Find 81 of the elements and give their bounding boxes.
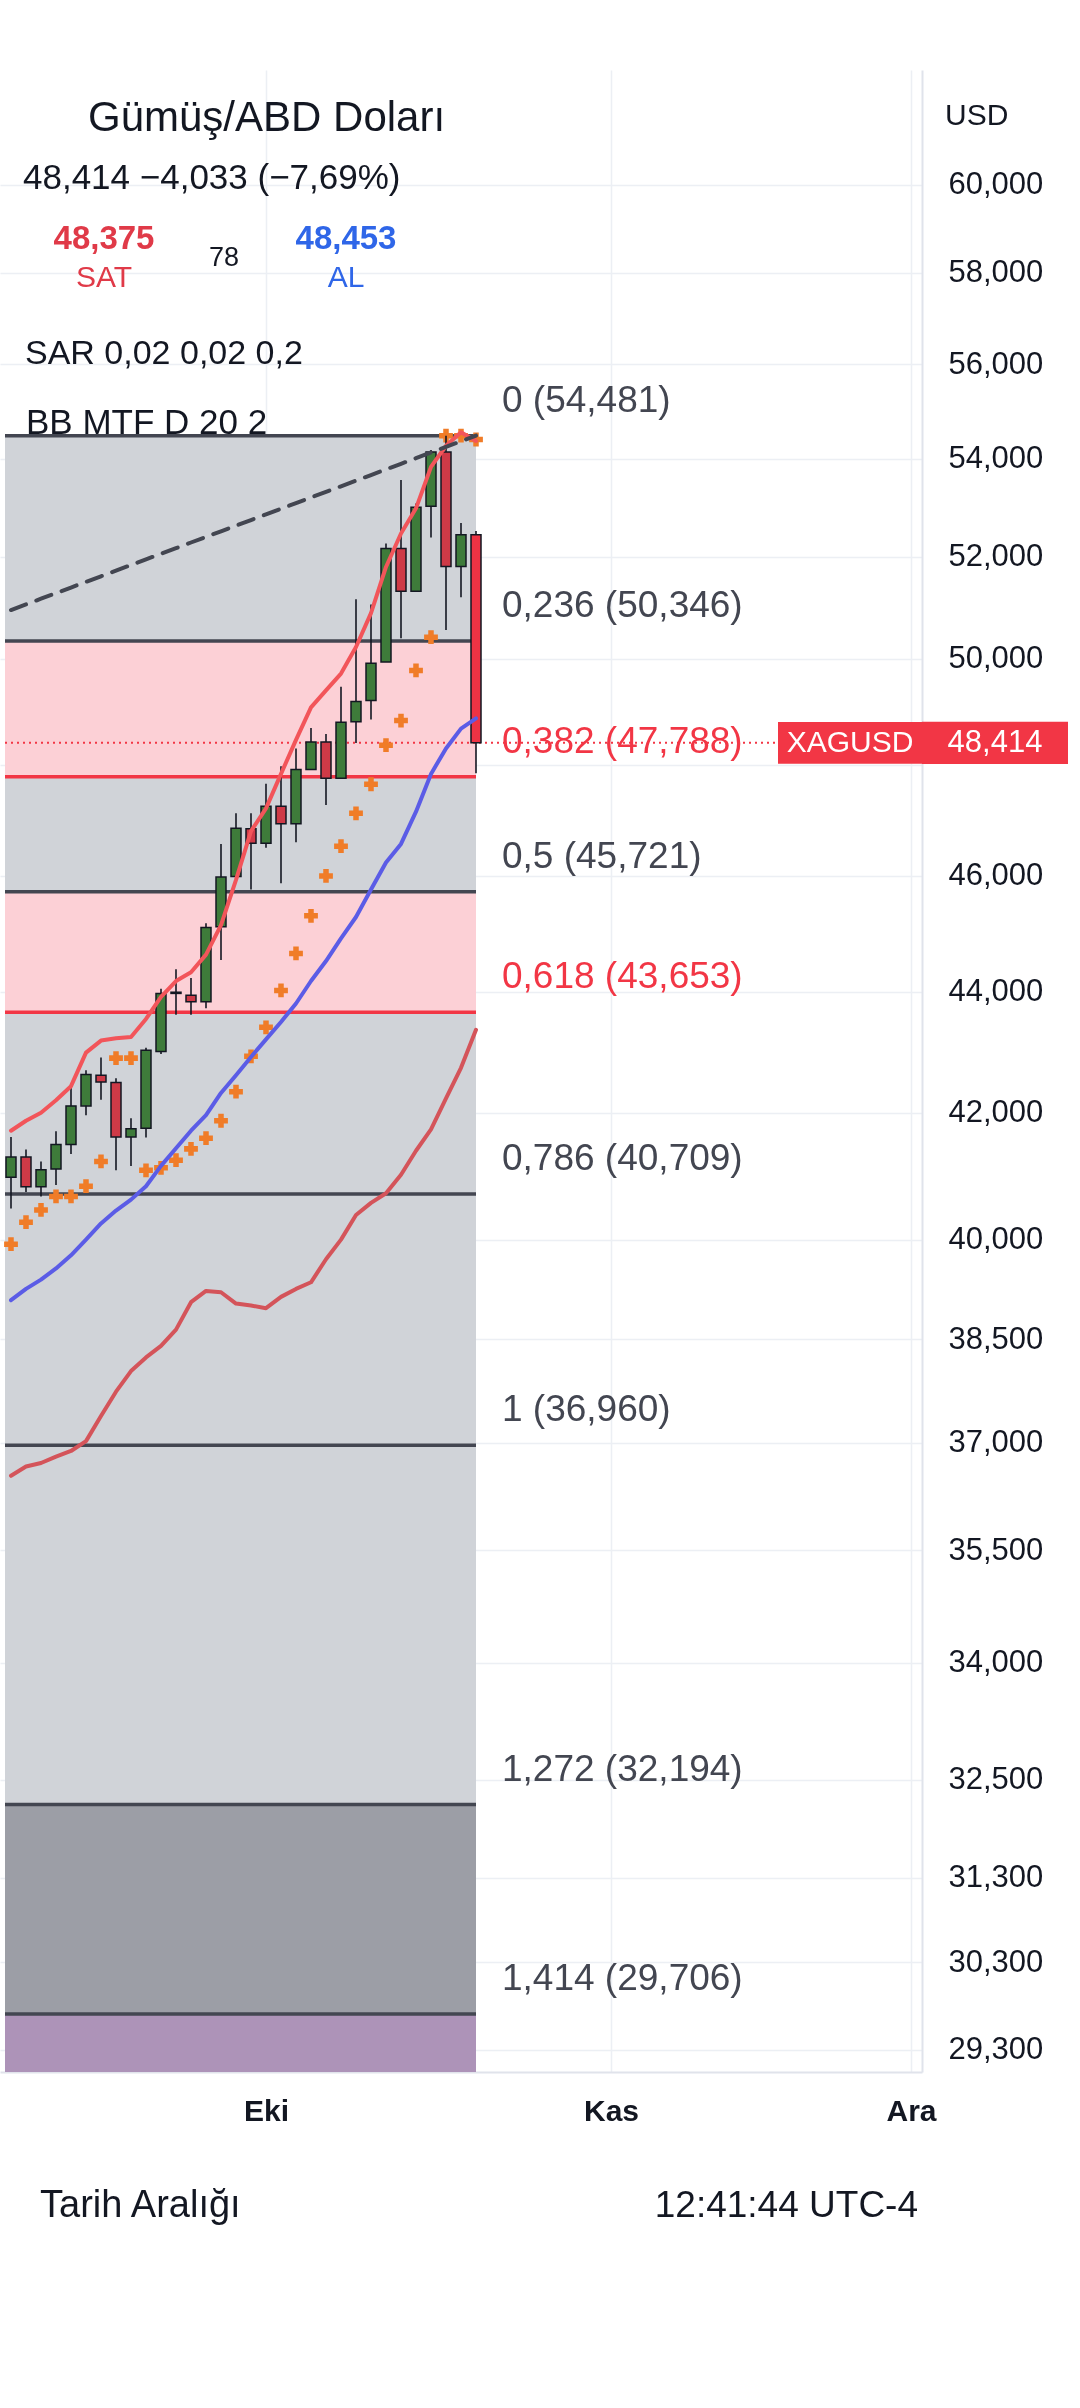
candlestick (35, 1160, 47, 1198)
ref-line-label: 0,786 (40,709) (502, 1136, 743, 1178)
x-tick-label: Eki (243, 2093, 290, 2127)
y-tick-label: 58,000 (948, 254, 1044, 290)
candlestick (350, 598, 362, 744)
point (364, 777, 378, 792)
point (94, 1154, 108, 1169)
point (79, 1179, 93, 1194)
candlestick (170, 968, 182, 1016)
point (214, 1113, 228, 1128)
annotation: 48,453 (295, 219, 397, 256)
ref-line-label: 1 (36,960) (502, 1388, 671, 1430)
ref-line-label: XAGUSD (786, 724, 914, 758)
point (34, 1203, 48, 1217)
y-tick-label: 32,500 (948, 1761, 1044, 1797)
x-tick-label: Kas (583, 2093, 640, 2127)
text: Gümüş/ABD Doları (88, 93, 446, 140)
annotation: 48,375 (53, 219, 155, 256)
ref-line-label: 0,618 (43,653) (502, 955, 743, 997)
y-tick-label: 34,000 (948, 1644, 1044, 1680)
y-tick-label: 46,000 (948, 857, 1044, 893)
y-tick-label: 38,500 (948, 1320, 1044, 1356)
point (334, 839, 348, 854)
point (259, 1020, 273, 1035)
y-tick-label: 42,000 (948, 1094, 1044, 1130)
line-series (9, 1027, 478, 1478)
text: 48,414 −4,033 (−7,69%) (23, 157, 401, 196)
y-tick-label: 31,300 (948, 1859, 1044, 1895)
point (169, 1153, 183, 1168)
annotation: 78 (208, 242, 240, 272)
line-series (9, 716, 478, 1303)
x-tick-label: Ara (886, 2093, 937, 2127)
text: 12:41:44 UTC-4 (654, 2184, 918, 2225)
point (394, 713, 408, 728)
annotation: SAR 0,02 0,02 0,2 (25, 333, 303, 371)
ref-line-label: 0 (54,481) (502, 378, 671, 420)
candlestick (95, 1056, 107, 1101)
y-tick-label: 30,300 (948, 1943, 1044, 1979)
ref-line-label: 1,272 (32,194) (502, 1747, 743, 1789)
annotation: AL (327, 260, 365, 293)
candlestick (5, 1136, 17, 1210)
text: USD (945, 98, 1009, 131)
ref-line-label: 0,5 (45,721) (502, 834, 702, 876)
point (274, 983, 288, 998)
point (19, 1215, 33, 1230)
point (184, 1141, 198, 1156)
point (409, 663, 423, 678)
y-tick-label: 54,000 (948, 440, 1044, 476)
point (109, 1051, 123, 1066)
y-tick-label: 35,500 (948, 1531, 1044, 1567)
ref-line-label: 0,236 (50,346) (502, 584, 743, 626)
annotation: BB MTF D 20 2 (26, 402, 268, 441)
point (424, 630, 438, 645)
legend-label: 0,382 (47,788) (502, 719, 743, 761)
annotation: SAT (75, 260, 133, 293)
point (349, 806, 363, 821)
point (289, 946, 303, 961)
y-tick-label: 40,000 (948, 1221, 1044, 1257)
point (379, 738, 393, 753)
ref-line-label: 1,414 (29,706) (502, 1956, 743, 1998)
y-tick-label: 44,000 (948, 973, 1044, 1009)
point (139, 1163, 153, 1178)
y-tick-label: 52,000 (948, 538, 1044, 574)
y-tick-label: 60,000 (948, 166, 1044, 202)
y-tick-label: 37,000 (948, 1424, 1044, 1460)
candlestick (185, 977, 197, 1016)
candlestick (275, 765, 287, 885)
point (49, 1189, 63, 1204)
point (124, 1051, 138, 1066)
y-tick-label: 50,000 (948, 640, 1044, 676)
point (4, 1237, 18, 1252)
point (229, 1084, 243, 1099)
y-tick-label: 29,300 (948, 2031, 1044, 2067)
candlestick (125, 1117, 137, 1167)
text: 48,414 (947, 723, 1043, 759)
text: Tarih Aralığı (40, 2183, 241, 2225)
point (304, 908, 318, 923)
point (64, 1189, 78, 1204)
point (319, 869, 333, 883)
y-tick-label: 56,000 (948, 345, 1044, 381)
point (199, 1131, 213, 1146)
